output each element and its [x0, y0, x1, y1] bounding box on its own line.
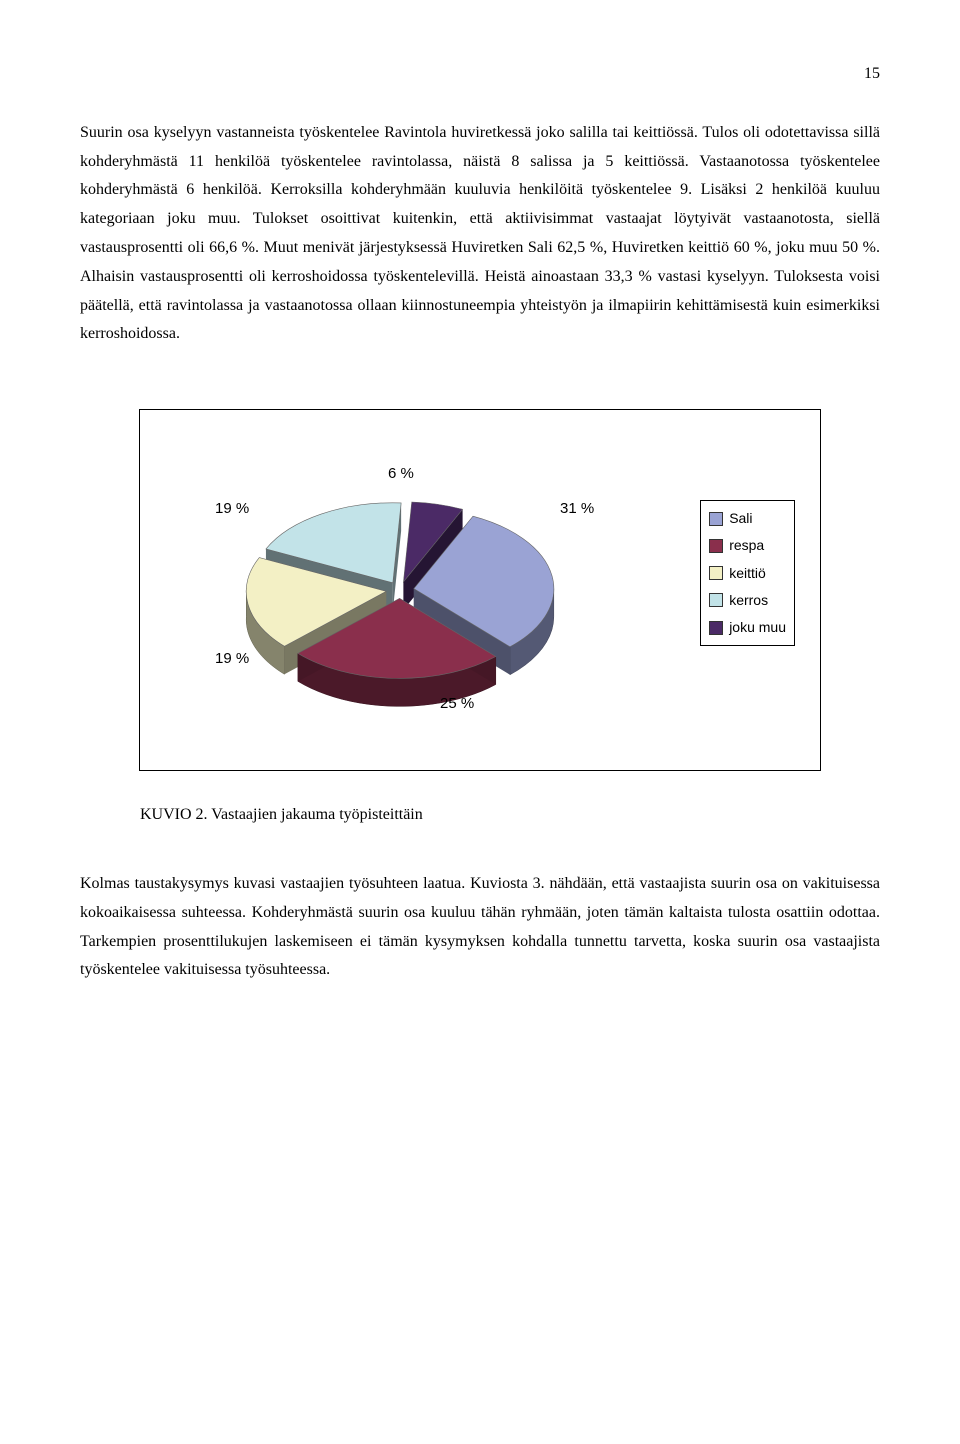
chart-legend: Sali respa keittiö kerros joku muu — [700, 500, 795, 646]
slice-label-kerros: 19 % — [215, 495, 249, 522]
legend-row: respa — [709, 532, 786, 559]
pie-chart: 31 % 25 % 19 % 19 % 6 % Sali respa keitt… — [139, 409, 821, 771]
legend-swatch-sali — [709, 512, 723, 526]
legend-label: kerros — [729, 588, 768, 613]
paragraph-1: Suurin osa kyselyyn vastanneista työsken… — [80, 119, 880, 349]
chart-caption: KUVIO 2. Vastaajien jakauma työpisteittä… — [140, 801, 880, 830]
legend-label: joku muu — [729, 615, 786, 640]
legend-label: keittiö — [729, 561, 766, 586]
legend-swatch-jokumuu — [709, 621, 723, 635]
legend-row: joku muu — [709, 614, 786, 641]
legend-swatch-keittio — [709, 566, 723, 580]
slice-label-keittio: 19 % — [215, 645, 249, 672]
legend-row: keittiö — [709, 560, 786, 587]
slice-label-respa: 25 % — [440, 690, 474, 717]
legend-label: Sali — [729, 506, 752, 531]
legend-row: kerros — [709, 587, 786, 614]
legend-swatch-respa — [709, 539, 723, 553]
paragraph-2: Kolmas taustakysymys kuvasi vastaajien t… — [80, 870, 880, 985]
slice-label-sali: 31 % — [560, 495, 594, 522]
page-number: 15 — [80, 60, 880, 89]
legend-row: Sali — [709, 505, 786, 532]
slice-label-jokumuu: 6 % — [388, 460, 414, 487]
legend-label: respa — [729, 533, 764, 558]
legend-swatch-kerros — [709, 593, 723, 607]
